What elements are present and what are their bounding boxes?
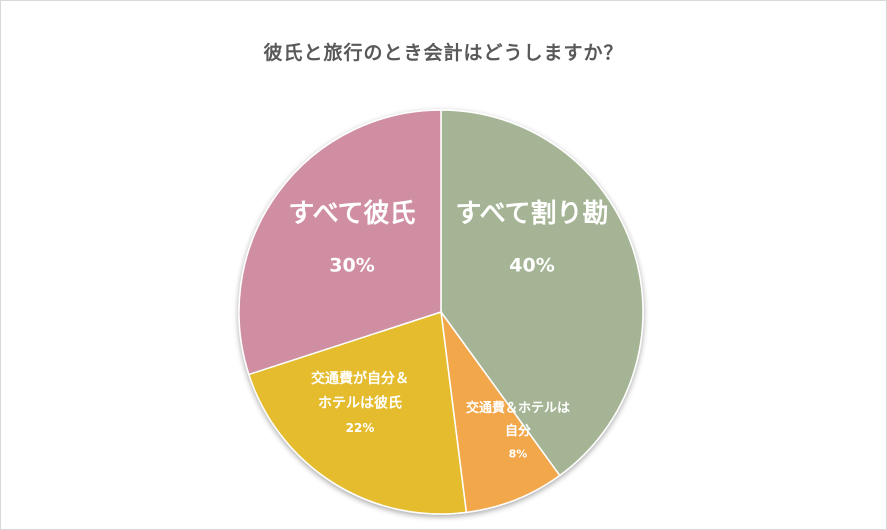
slice-label-4: すべて彼氏 30% (288, 199, 415, 277)
pie-slice-1 (440, 109, 644, 477)
slice-percent: 22% (346, 421, 375, 435)
slice-label-1: すべて割り勘 40% (455, 198, 608, 277)
slice-percent: 40% (509, 255, 554, 277)
slice-percent: 30% (329, 255, 374, 277)
slice-label-3: 交通費が自分＆ ホテルは彼氏 22% (311, 370, 409, 435)
pie-slice-3 (247, 311, 468, 515)
slice-label-line: ホテルは彼氏 (318, 395, 402, 412)
slice-label-line: すべて割り勘 (455, 198, 608, 229)
slice-label-2: 交通費＆ホテルは自分 8% (466, 400, 570, 461)
slice-label-line: 自分 (505, 423, 531, 439)
slice-label-line: 交通費＆ホテルは (466, 400, 570, 416)
slice-label-line: 交通費が自分＆ (311, 370, 409, 387)
pie-slice-2 (440, 311, 561, 514)
slice-percent: 8% (509, 448, 528, 461)
pie-slice-4 (238, 109, 442, 376)
chart-title: 彼氏と旅行のとき会計はどうしますか？ (263, 42, 624, 64)
slice-label-line: すべて彼氏 (288, 199, 415, 229)
